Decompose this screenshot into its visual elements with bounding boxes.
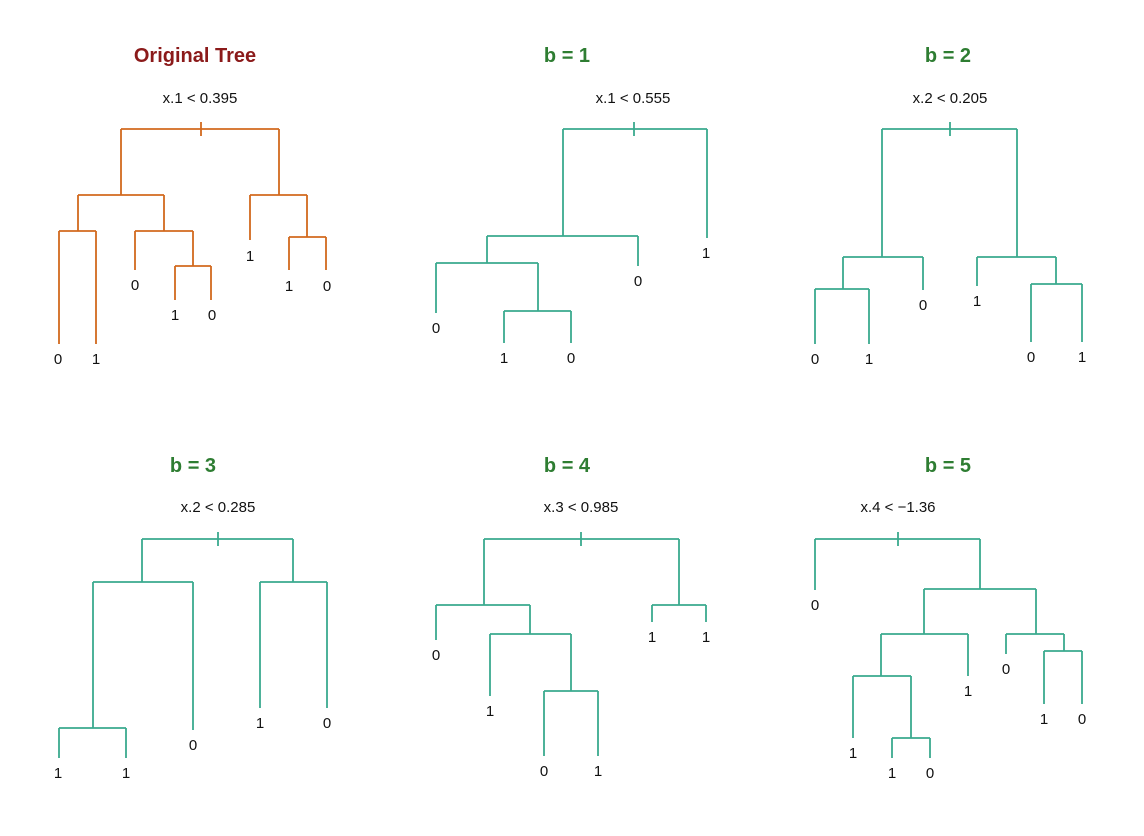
leaf-label: 1 <box>849 745 857 762</box>
leaf-label: 1 <box>500 350 508 367</box>
leaf-label: 1 <box>865 351 873 368</box>
leaf-label: 1 <box>1078 349 1086 366</box>
root-split-label: x.1 < 0.395 <box>163 90 238 107</box>
leaf-label: 0 <box>926 765 934 782</box>
leaf-label: 1 <box>1040 711 1048 728</box>
panel-title: b = 5 <box>925 455 971 477</box>
leaf-label: 0 <box>323 278 331 295</box>
leaf-labels: 0 1 1 0 1 0 1 0 <box>811 597 1086 782</box>
root-split-label: x.2 < 0.285 <box>181 499 256 516</box>
tree-lines <box>435 532 707 756</box>
leaf-label: 0 <box>811 351 819 368</box>
panel-b-4: b = 4 x.3 < 0.985 0 1 0 1 1 1 <box>432 455 710 780</box>
leaf-labels: 0 1 0 1 0 1 1 0 <box>54 248 331 368</box>
root-split-label: x.2 < 0.205 <box>913 90 988 107</box>
leaf-label: 0 <box>432 320 440 337</box>
leaf-label: 0 <box>208 307 216 324</box>
leaf-label: 1 <box>888 765 896 782</box>
panel-b-3: b = 3 x.2 < 0.285 1 1 0 1 0 <box>54 455 331 782</box>
leaf-label: 0 <box>919 297 927 314</box>
leaf-label: 1 <box>171 307 179 324</box>
leaf-label: 0 <box>1002 661 1010 678</box>
panel-b-1: b = 1 x.1 < 0.555 0 1 0 0 1 <box>432 45 710 367</box>
leaf-label: 1 <box>702 245 710 262</box>
root-split-label: x.3 < 0.985 <box>544 499 619 516</box>
root-split-label: x.1 < 0.555 <box>596 90 671 107</box>
leaf-labels: 0 1 0 1 0 1 <box>811 293 1086 368</box>
leaf-label: 1 <box>648 629 656 646</box>
leaf-label: 0 <box>323 715 331 732</box>
leaf-label: 1 <box>594 763 602 780</box>
leaf-label: 1 <box>702 629 710 646</box>
leaf-label: 0 <box>811 597 819 614</box>
panel-title: Original Tree <box>134 45 256 67</box>
panel-title: b = 3 <box>170 455 216 477</box>
panel-b-5: b = 5 x.4 < −1.36 0 1 1 0 1 0 1 0 <box>811 455 1086 782</box>
leaf-label: 1 <box>256 715 264 732</box>
tree-lines <box>58 122 327 344</box>
leaf-label: 0 <box>1078 711 1086 728</box>
leaf-labels: 0 1 0 1 1 1 <box>432 629 710 780</box>
leaf-label: 0 <box>1027 349 1035 366</box>
leaf-labels: 0 1 0 0 1 <box>432 245 710 367</box>
leaf-label: 0 <box>634 273 642 290</box>
leaf-label: 0 <box>54 351 62 368</box>
leaf-label: 1 <box>964 683 972 700</box>
leaf-label: 1 <box>122 765 130 782</box>
leaf-label: 1 <box>92 351 100 368</box>
panel-title: b = 4 <box>544 455 591 477</box>
leaf-label: 1 <box>246 248 254 265</box>
leaf-label: 0 <box>567 350 575 367</box>
leaf-label: 1 <box>285 278 293 295</box>
leaf-label: 0 <box>189 737 197 754</box>
panel-b-2: b = 2 x.2 < 0.205 0 1 0 1 0 1 <box>811 45 1086 368</box>
leaf-label: 0 <box>432 647 440 664</box>
panel-original-tree: Original Tree x.1 < 0.395 0 1 0 1 0 1 1 … <box>54 45 331 368</box>
leaf-label: 1 <box>973 293 981 310</box>
leaf-labels: 1 1 0 1 0 <box>54 715 331 782</box>
panel-title: b = 2 <box>925 45 971 67</box>
leaf-label: 0 <box>131 277 139 294</box>
leaf-label: 0 <box>540 763 548 780</box>
root-split-label: x.4 < −1.36 <box>860 499 935 516</box>
tree-lines <box>814 532 1083 758</box>
tree-lines <box>814 122 1083 344</box>
panel-title: b = 1 <box>544 45 590 67</box>
tree-lines <box>435 122 708 343</box>
tree-lines <box>58 532 328 758</box>
leaf-label: 1 <box>486 703 494 720</box>
leaf-label: 1 <box>54 765 62 782</box>
